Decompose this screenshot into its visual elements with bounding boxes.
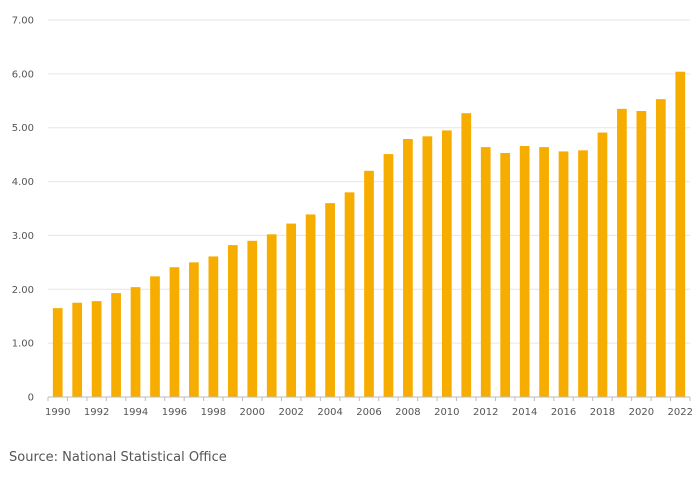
bar-2000: [247, 240, 258, 397]
y-tick-label: 6.00: [12, 69, 34, 80]
bar-2014: [519, 146, 530, 397]
bar-2021: [655, 99, 666, 398]
bar-2013: [500, 153, 511, 397]
x-tick-label: 1996: [162, 407, 187, 418]
x-tick-label: 2008: [395, 407, 420, 418]
source-note: Source: National Statistical Office: [9, 450, 227, 465]
bar-1996: [169, 267, 180, 397]
x-tick-label: 2016: [551, 407, 576, 418]
y-tick-label: 0: [28, 393, 34, 404]
x-axis: [47, 396, 691, 401]
bar-2020: [636, 111, 647, 398]
bar-2010: [441, 130, 452, 397]
bar-2001: [266, 234, 277, 397]
bar-1999: [227, 245, 238, 397]
y-tick-label: 2.00: [12, 285, 34, 296]
x-tick-label: 2022: [668, 407, 693, 418]
y-axis-ticks: 0 1.00 2.00 3.00 4.00 5.00 6.00 7.00: [12, 16, 34, 404]
bar-chart: 01.002.003.004.005.006.007.00 1990 1992 19…: [12, 16, 693, 419]
x-axis-ticks: 1990 1992 1994 1996 1998 2000 2002 2004 2006 2008…: [45, 407, 693, 418]
bar-2004: [325, 203, 335, 397]
bar-1995: [150, 276, 160, 397]
bars: [52, 71, 686, 398]
bar-1990: [52, 308, 63, 397]
y-tick-label: 7.00: [12, 16, 34, 27]
y-tick-label: 5.00: [12, 123, 34, 134]
bar-2018: [597, 132, 608, 397]
x-tick-label: 1992: [84, 407, 109, 418]
bar-2019: [617, 108, 627, 397]
x-tick-label: 1994: [123, 407, 148, 418]
x-tick-label: 2000: [240, 407, 265, 418]
x-tick-label: 2010: [434, 407, 459, 418]
x-tick-label: 2004: [317, 407, 342, 418]
x-tick-label: 2002: [278, 407, 303, 418]
bar-2012: [480, 147, 491, 397]
bar-2003: [305, 214, 316, 397]
bar-2017: [578, 150, 588, 397]
bar-2011: [461, 113, 472, 398]
bar-2015: [539, 147, 549, 397]
bar-2005: [344, 192, 355, 397]
bar-1994: [130, 287, 141, 397]
y-tick-label: 3.00: [12, 231, 34, 242]
x-tick-label: 1990: [45, 407, 70, 418]
bar-2007: [383, 154, 394, 397]
bar-1998: [208, 256, 219, 397]
y-tick-label: 1.00: [12, 339, 34, 350]
bar-2002: [286, 223, 297, 397]
x-tick-label: 2006: [356, 407, 381, 418]
bar-2006: [364, 170, 374, 397]
x-tick-label: 1998: [201, 407, 226, 418]
bar-2008: [403, 139, 413, 397]
bar-2022: [675, 71, 686, 398]
y-tick-label: 4.00: [12, 177, 34, 188]
x-tick-label: 2018: [590, 407, 615, 418]
x-tick-label: 2020: [629, 407, 654, 418]
bar-2009: [422, 136, 433, 397]
bar-1991: [72, 302, 83, 397]
bar-1997: [189, 262, 199, 397]
bar-1992: [91, 301, 102, 397]
bar-2016: [558, 151, 569, 397]
bar-1993: [111, 293, 121, 397]
x-tick-label: 2014: [512, 407, 537, 418]
x-tick-label: 2012: [473, 407, 498, 418]
